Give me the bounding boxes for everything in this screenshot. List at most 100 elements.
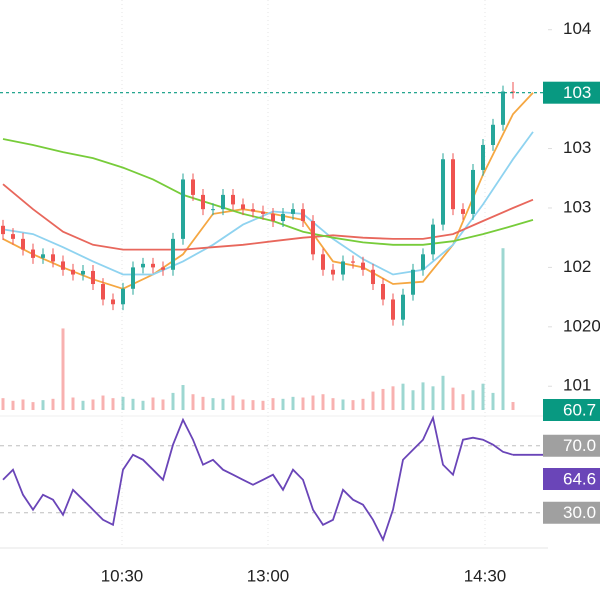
price-tag-label: 103 <box>563 83 591 102</box>
volume-bar <box>51 398 55 410</box>
candle-body <box>81 270 85 275</box>
candle-body <box>431 224 435 255</box>
candle-body <box>391 299 395 320</box>
candle-body <box>381 284 385 300</box>
volume-bar <box>381 388 385 410</box>
volume-bar <box>91 399 95 410</box>
y-tick-label: 102 <box>563 257 591 276</box>
rsi-level-tag <box>543 434 600 457</box>
volume-bar <box>141 400 145 410</box>
y-tick-label: 104 <box>563 19 591 38</box>
candle-body <box>301 209 305 222</box>
candle-body <box>201 194 205 210</box>
volume-bar <box>501 248 505 410</box>
volume-bar <box>391 386 395 410</box>
volume-bar <box>201 396 205 410</box>
candle-body <box>271 213 275 222</box>
volume-bar <box>321 394 325 410</box>
candle-body <box>421 254 425 270</box>
rsi-tag <box>543 468 600 490</box>
candle-body <box>341 261 345 275</box>
candle-body <box>281 213 285 222</box>
candle-body <box>451 159 455 210</box>
candle-body <box>471 169 475 214</box>
volume-bar <box>251 400 255 410</box>
candle-body <box>491 124 495 145</box>
candle-body <box>371 269 375 285</box>
candle-body <box>211 209 215 211</box>
y-tick-label: 101 <box>563 376 591 395</box>
volume-bar <box>311 395 315 410</box>
volume-bar <box>491 392 495 410</box>
candle-body <box>361 262 365 270</box>
candle-body <box>181 179 185 239</box>
volume-bar <box>421 382 425 410</box>
price-tag <box>543 81 600 104</box>
volume-bar <box>191 394 195 410</box>
volume-bar <box>171 392 175 410</box>
x-tick-label: 14:30 <box>464 566 507 585</box>
candle-body <box>161 267 165 270</box>
candle-body <box>111 299 115 305</box>
volume-bar <box>461 394 465 410</box>
volume-bar <box>281 398 285 410</box>
volume-bar <box>291 396 295 410</box>
candle-body <box>231 194 235 205</box>
candle-body <box>261 211 265 214</box>
volume-bar <box>361 398 365 410</box>
volume-tag <box>543 399 600 421</box>
rsi-level-label: 70.0 <box>563 436 596 455</box>
volume-bar <box>11 400 15 410</box>
moving-average <box>2 183 534 251</box>
candle-body <box>41 254 45 258</box>
volume-bar <box>481 383 485 410</box>
candle-body <box>411 269 415 295</box>
volume-bar <box>261 400 265 410</box>
candle-body <box>51 254 55 262</box>
candle-body <box>311 221 315 255</box>
volume-bar <box>471 390 475 410</box>
y-tick-label: 103 <box>563 197 591 216</box>
volume-bar <box>81 400 85 410</box>
volume-bar <box>411 390 415 410</box>
candle-body <box>501 91 505 125</box>
candle-body <box>351 261 355 263</box>
candle-body <box>131 267 135 289</box>
volume-bar <box>31 402 35 410</box>
volume-bar <box>101 395 105 410</box>
candle-body <box>101 284 105 300</box>
y-tick-label: 1020 <box>563 316 600 335</box>
volume-bar <box>211 398 215 410</box>
volume-bar <box>221 398 225 410</box>
volume-bar <box>351 400 355 410</box>
volume-bar <box>131 398 135 410</box>
candle-body <box>191 179 195 195</box>
candle-body <box>121 288 125 305</box>
volume-bar <box>121 396 125 410</box>
volume-bar <box>371 391 375 410</box>
candle-body <box>441 159 445 225</box>
volume-bar <box>271 398 275 410</box>
candle-body <box>1 225 5 235</box>
volume-bar <box>341 399 345 410</box>
x-tick-label: 10:30 <box>101 566 144 585</box>
volume-bar <box>431 386 435 410</box>
candle-body <box>221 194 225 210</box>
volume-bar <box>401 383 405 410</box>
volume-bar <box>331 398 335 410</box>
volume-bar <box>451 387 455 410</box>
candle-body <box>11 234 15 239</box>
volume-bar <box>301 397 305 410</box>
volume-bar <box>21 399 25 410</box>
volume-bar <box>181 385 185 410</box>
candle-body <box>31 249 35 258</box>
volume-tag-label: 60.7 <box>563 400 596 419</box>
volume-bar <box>161 399 165 410</box>
candle-body <box>61 261 65 270</box>
candle-body <box>21 238 25 250</box>
volume-bar <box>241 399 245 410</box>
volume-bar <box>151 397 155 410</box>
candle-body <box>151 263 155 268</box>
